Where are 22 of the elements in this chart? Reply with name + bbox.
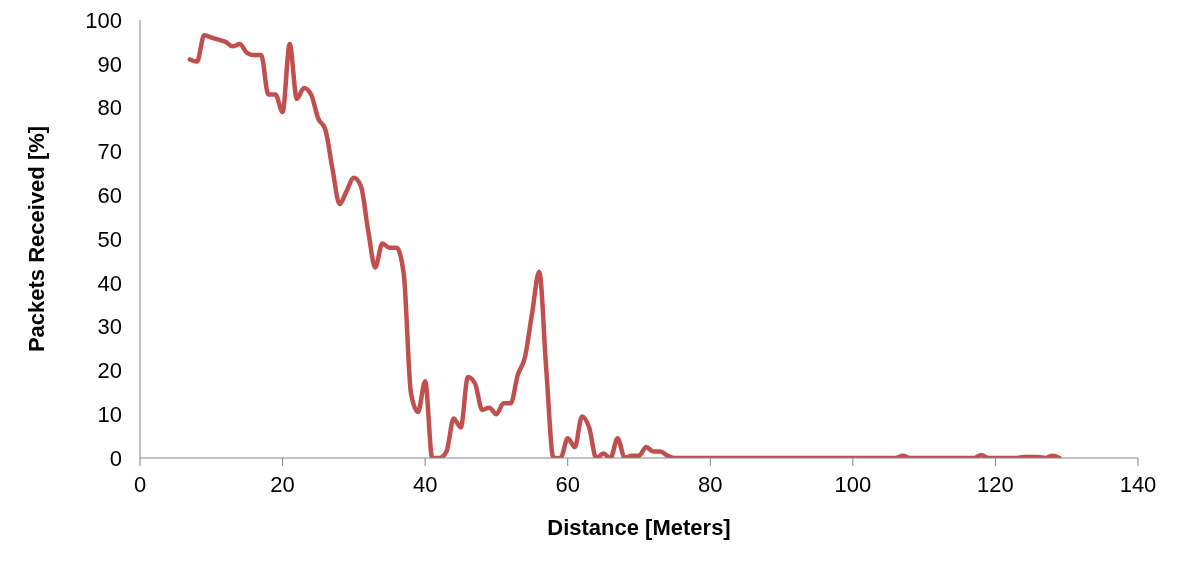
x-tick-label: 80 — [698, 471, 723, 497]
x-tick-label: 120 — [977, 471, 1014, 497]
y-tick-label: 0 — [109, 445, 122, 471]
y-tick-label: 100 — [85, 7, 122, 33]
x-tick-label: 0 — [133, 471, 147, 497]
y-tick-label: 90 — [97, 51, 122, 77]
y-tick-label: 40 — [97, 270, 122, 296]
x-tick-label: 140 — [1119, 471, 1157, 497]
x-tick-label: 100 — [834, 471, 872, 497]
x-tick-label: 20 — [270, 471, 295, 497]
y-axis-title: Packets Received [%] — [23, 125, 49, 353]
y-tick-label: 30 — [97, 314, 122, 340]
line-series — [187, 33, 1062, 458]
x-axis-title: Distance [Meters] — [547, 515, 731, 540]
y-tick-label: 60 — [97, 183, 122, 209]
x-tick-label: 40 — [412, 471, 438, 497]
y-tick-label: 50 — [97, 226, 122, 252]
y-tick-label: 10 — [97, 402, 122, 428]
y-tick-label: 20 — [97, 358, 122, 384]
y-tick-label: 70 — [97, 139, 122, 165]
y-tick-label: 80 — [97, 95, 122, 121]
x-tick-label: 60 — [555, 471, 580, 497]
